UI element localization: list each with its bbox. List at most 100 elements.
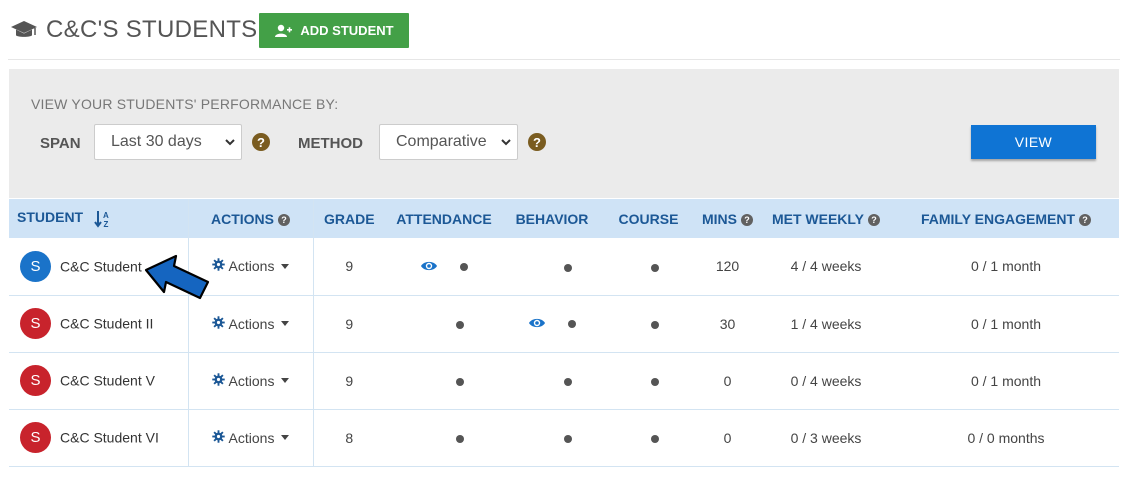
caret-down-icon — [281, 378, 290, 383]
method-select[interactable]: Comparative — [379, 124, 518, 160]
actions-label: Actions — [228, 429, 275, 446]
gear-icon — [211, 372, 225, 389]
student-cell: S C&C Student V — [9, 352, 189, 409]
mins-cell: 0 — [723, 372, 732, 389]
course-cell — [601, 295, 696, 352]
family-engagement-cell: 0 / 0 months — [967, 429, 1045, 446]
gear-icon — [211, 429, 225, 446]
actions-cell: Actions — [188, 352, 314, 409]
met-weekly-cell: 0 / 3 weeks — [790, 429, 862, 446]
add-student-label: ADD STUDENT — [300, 23, 394, 38]
status-dot — [568, 320, 576, 329]
avatar: S — [20, 365, 51, 396]
chevron-down-icon — [225, 139, 235, 146]
chevron-down-icon — [501, 139, 511, 146]
gear-icon — [211, 315, 225, 332]
actions-cell: Actions — [188, 295, 314, 352]
actions-dropdown[interactable]: Actions — [211, 258, 290, 275]
help-icon[interactable]: ? — [278, 213, 290, 226]
met-weekly-cell: 1 / 4 weeks — [790, 315, 862, 332]
column-header-course: COURSE — [618, 210, 679, 227]
view-button[interactable]: VIEW — [971, 125, 1096, 159]
behavior-cell — [503, 295, 601, 352]
column-header-student[interactable]: STUDENT A Z — [9, 199, 189, 238]
pointer-arrow-icon — [144, 254, 210, 300]
status-dot — [564, 434, 572, 443]
attendance-cell — [385, 238, 503, 295]
course-cell — [601, 238, 696, 295]
student-name-link[interactable]: C&C Student — [60, 258, 142, 275]
column-header-family-engagement: FAMILY ENGAGEMENT? — [893, 199, 1119, 238]
behavior-cell — [503, 352, 601, 409]
avatar: S — [20, 308, 51, 339]
students-table: STUDENT A Z ACTIONS? GRADE ATTENDANCE BE… — [9, 199, 1119, 467]
filter-panel: VIEW YOUR STUDENTS' PERFORMANCE BY: SPAN… — [9, 69, 1119, 198]
actions-label: Actions — [228, 315, 275, 332]
gear-icon — [211, 258, 225, 274]
family-engagement-cell: 0 / 1 month — [970, 315, 1042, 332]
actions-dropdown[interactable]: Actions — [211, 429, 290, 446]
grade-cell: 9 — [345, 258, 354, 275]
grade-cell: 9 — [345, 372, 354, 389]
page-header: C&C'S STUDENTS — [10, 12, 257, 48]
caret-down-icon — [281, 321, 290, 326]
page-title: C&C'S STUDENTS — [46, 16, 258, 43]
method-help-icon[interactable]: ? — [528, 133, 546, 151]
family-engagement-cell: 0 / 1 month — [970, 258, 1042, 275]
help-icon[interactable]: ? — [868, 213, 881, 226]
status-dot — [564, 377, 572, 386]
table-row: S C&C Student V Actions 9 0 0 / 4 weeks 0 / 1 … — [9, 352, 1119, 409]
course-cell — [601, 352, 696, 409]
student-name-link[interactable]: C&C Student II — [60, 315, 154, 332]
caret-down-icon — [281, 263, 290, 269]
met-weekly-cell: 4 / 4 weeks — [790, 258, 862, 275]
status-dot — [564, 263, 572, 272]
column-header-mins: MINS? — [696, 199, 759, 238]
behavior-cell — [503, 238, 601, 295]
help-icon[interactable]: ? — [1079, 213, 1092, 226]
actions-dropdown[interactable]: Actions — [211, 315, 290, 332]
student-name-link[interactable]: C&C Student V — [60, 372, 155, 389]
mins-cell: 30 — [719, 315, 736, 332]
column-header-actions: ACTIONS? — [188, 199, 314, 238]
column-header-student-label: STUDENT — [17, 209, 84, 226]
eye-icon[interactable] — [420, 259, 438, 275]
column-header-behavior: BEHAVIOR — [515, 210, 589, 227]
method-select-value: Comparative — [396, 133, 487, 150]
table-header-row: STUDENT A Z ACTIONS? GRADE ATTENDANCE BE… — [9, 199, 1119, 238]
status-dot — [650, 320, 659, 329]
status-dot — [456, 377, 464, 386]
met-weekly-cell: 0 / 4 weeks — [790, 372, 862, 389]
grade-cell: 8 — [345, 429, 354, 446]
mins-cell: 0 — [723, 429, 732, 446]
eye-icon[interactable] — [528, 316, 546, 332]
avatar: S — [20, 250, 51, 282]
course-cell — [601, 409, 696, 466]
status-dot — [650, 377, 659, 386]
table-row: S C&C Student II Actions 9 30 1 / 4 weeks 0 / … — [9, 295, 1119, 352]
avatar: S — [20, 422, 51, 453]
caret-down-icon — [281, 435, 290, 440]
actions-dropdown[interactable]: Actions — [211, 372, 290, 389]
table-row: S C&C Student VI Actions 8 0 0 / 3 weeks 0 / 0… — [9, 409, 1119, 466]
student-name-link[interactable]: C&C Student VI — [60, 429, 159, 446]
add-student-button[interactable]: ADD STUDENT — [259, 13, 409, 48]
sort-alpha-icon[interactable]: A Z — [94, 210, 112, 229]
span-help-icon[interactable]: ? — [252, 133, 270, 151]
column-header-attendance: ATTENDANCE — [396, 210, 492, 227]
column-header-grade: GRADE — [323, 210, 375, 227]
actions-cell: Actions — [188, 238, 314, 295]
family-engagement-cell: 0 / 1 month — [970, 372, 1042, 389]
filter-heading: VIEW YOUR STUDENTS' PERFORMANCE BY: — [31, 96, 339, 112]
add-user-icon — [275, 24, 293, 37]
attendance-cell — [385, 295, 503, 352]
actions-label: Actions — [228, 258, 275, 275]
header-divider — [8, 59, 1120, 60]
status-dot — [650, 434, 659, 443]
method-label: METHOD — [298, 135, 363, 152]
status-dot — [456, 320, 464, 329]
attendance-cell — [385, 409, 503, 466]
span-select[interactable]: Last 30 days — [94, 124, 242, 160]
help-icon[interactable]: ? — [741, 213, 753, 226]
student-cell: S C&C Student VI — [9, 409, 189, 466]
